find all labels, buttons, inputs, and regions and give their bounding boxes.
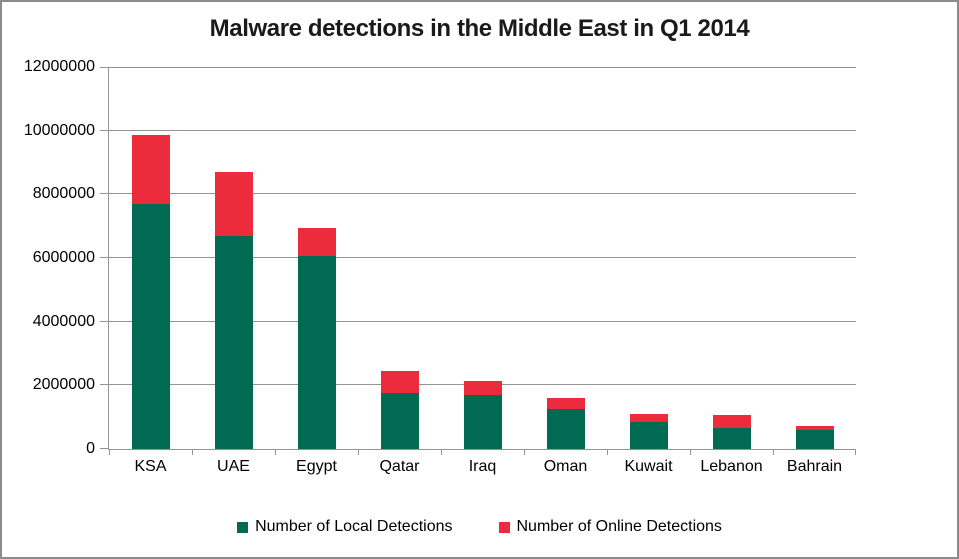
bar-segment-local-uae xyxy=(214,235,253,449)
bar-segment-online-lebanon xyxy=(712,414,751,429)
bar-segment-local-egypt xyxy=(297,256,336,449)
bar-segment-local-oman xyxy=(546,408,585,449)
bar-segment-local-bahrain xyxy=(795,429,834,449)
bar-segment-online-egypt xyxy=(297,228,336,257)
y-axis-tick xyxy=(100,129,109,131)
bar-segment-online-bahrain xyxy=(795,426,834,430)
bar-segment-local-qatar xyxy=(380,393,419,449)
y-axis-tick xyxy=(100,384,109,386)
x-axis-label-kuwait: Kuwait xyxy=(624,458,673,475)
bar-segment-online-ksa xyxy=(131,135,170,204)
legend-label-local: Number of Local Detections xyxy=(255,518,453,535)
legend: Number of Local Detections Number of Onl… xyxy=(2,518,957,536)
y-axis-tick xyxy=(100,448,109,449)
x-axis-label-oman: Oman xyxy=(543,458,588,475)
y-axis-tick xyxy=(100,67,109,68)
y-axis-label: 6000000 xyxy=(32,249,95,266)
y-axis-label: 2000000 xyxy=(32,376,95,394)
y-axis-label: 4000000 xyxy=(32,312,95,330)
y-axis-tick xyxy=(100,257,109,258)
legend-label-online: Number of Online Detections xyxy=(516,518,722,535)
x-axis-label-uae: UAE xyxy=(217,458,250,475)
legend-swatch-online-icon xyxy=(498,521,510,533)
chart-title: Malware detections in the Middle East in… xyxy=(209,15,750,42)
x-axis-tick xyxy=(524,449,525,455)
x-axis-tick xyxy=(192,449,193,455)
bar-segment-local-lebanon xyxy=(712,428,751,449)
x-axis-label-qatar: Qatar xyxy=(379,458,420,475)
gridline-10000000 xyxy=(109,129,856,131)
plot-area: 0 2000000 4000000 6000000 8000000 10000000 120… xyxy=(24,58,856,475)
bar-segment-local-iraq xyxy=(463,394,502,449)
bar-segment-online-kuwait xyxy=(629,414,668,422)
x-axis-tick xyxy=(773,449,774,455)
y-axis-tick xyxy=(100,193,109,195)
x-axis-label-bahrain: Bahrain xyxy=(786,458,843,475)
bar-segment-local-ksa xyxy=(131,203,170,449)
bar-segment-online-iraq xyxy=(463,381,502,395)
y-axis-label: 12000000 xyxy=(23,58,95,75)
legend-item-local-detections: Number of Local Detections xyxy=(237,518,453,536)
bar-segment-online-qatar xyxy=(380,371,419,394)
bar-segment-online-oman xyxy=(546,398,585,409)
gridline-6000000 xyxy=(109,257,856,258)
x-axis-label-iraq: Iraq xyxy=(468,458,497,475)
x-axis-tick xyxy=(607,449,608,455)
y-axis-label: 0 xyxy=(86,440,95,457)
bar-segment-online-uae xyxy=(214,172,253,236)
y-axis-label: 10000000 xyxy=(23,121,95,139)
gridline-4000000 xyxy=(109,320,856,322)
legend-swatch-local-icon xyxy=(237,521,249,533)
legend-item-online-detections: Number of Online Detections xyxy=(498,518,722,536)
x-axis-tick xyxy=(358,449,359,455)
x-axis-tick xyxy=(275,449,276,455)
y-axis-tick xyxy=(100,320,109,322)
x-axis-tick xyxy=(109,449,110,455)
x-axis-label-ksa: KSA xyxy=(134,458,167,475)
x-axis-tick xyxy=(855,449,856,455)
gridline-12000000 xyxy=(109,67,856,68)
x-axis-tick xyxy=(441,449,442,455)
gridline-8000000 xyxy=(109,193,856,195)
bar-segment-local-kuwait xyxy=(629,421,668,449)
x-axis-tick xyxy=(690,449,691,455)
y-axis-label: 8000000 xyxy=(32,185,95,203)
x-axis-label-egypt: Egypt xyxy=(296,458,337,475)
x-axis-label-lebanon: Lebanon xyxy=(700,458,763,475)
